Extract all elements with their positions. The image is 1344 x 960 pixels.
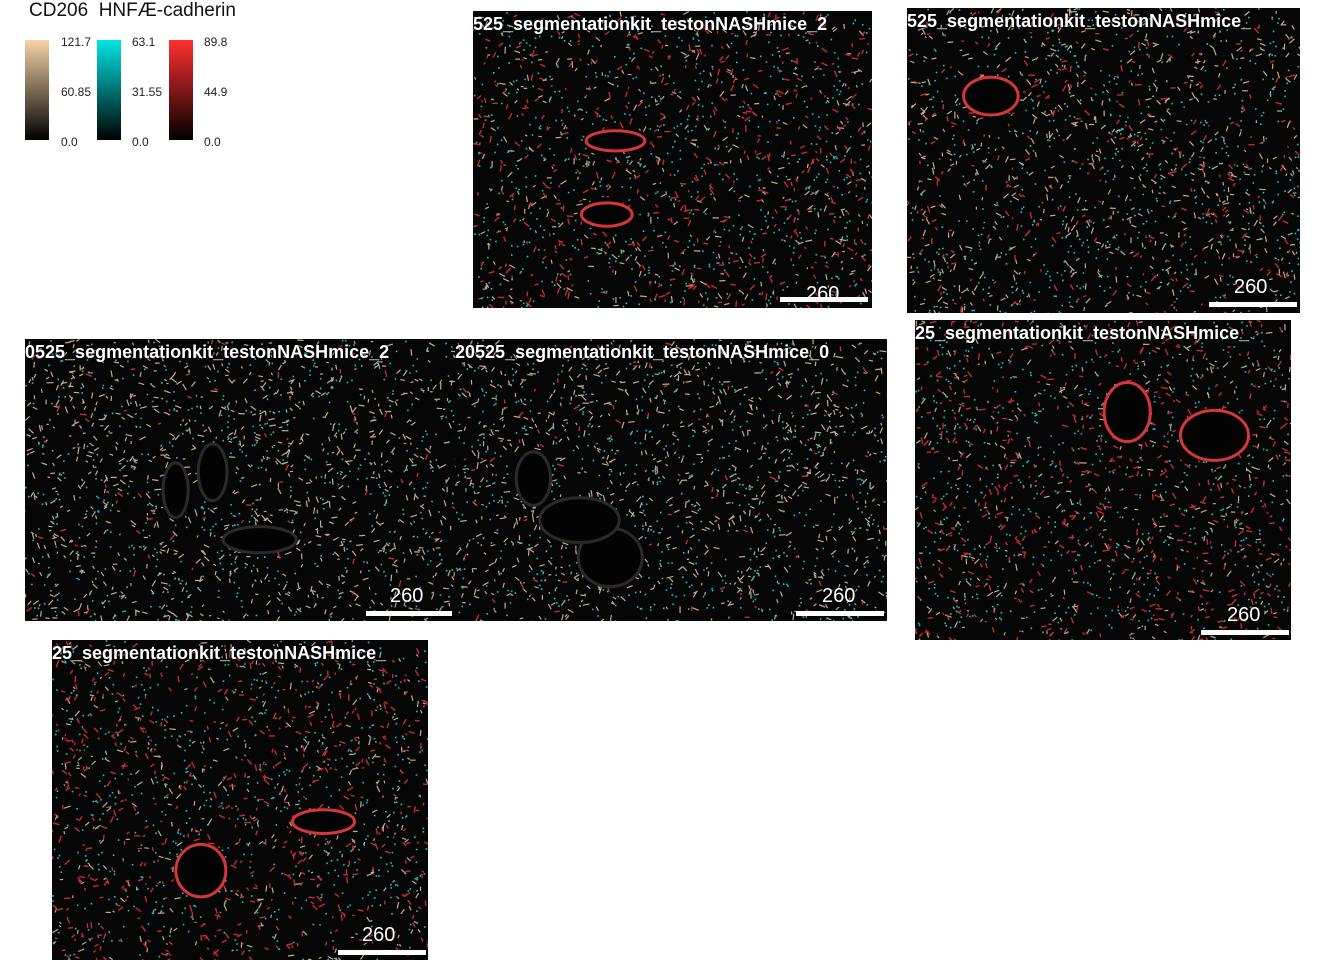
colorbar-ecadherin-min: 0.0 [204,135,221,149]
colorbar-cd206-max: 121.7 [61,35,92,49]
tissue-image [907,8,1300,313]
image-panel-2: 525_segmentationkit_testonNASHmice_ 260 [907,8,1300,313]
scale-bar [780,297,868,302]
image-panel-3: 0525_segmentationkit_testonNASHmice_2 26… [25,339,455,621]
colorbar-ecadherin-mid: 44.9 [204,85,228,99]
tissue-image [473,11,872,308]
colorbar-ecadherin [169,40,193,140]
scale-label: 260 [1234,276,1268,298]
scale-label: 260 [362,924,396,946]
image-panel-5: 25_segmentationkit_testonNASHmice_ 260 [915,320,1291,640]
panel-title: 25_segmentationkit_testonNASHmice_ [915,323,1250,343]
scale-bar [1201,630,1289,635]
scale-label: 260 [1227,604,1261,626]
colorbar-hnf-mid: 31.55 [132,85,163,99]
panel-title: 525_segmentationkit_testonNASHmice_ [907,11,1252,31]
image-panel-1: 525_segmentationkit_testonNASHmice_2 260 [473,11,872,308]
colorbar-cd206 [25,40,49,140]
scale-bar [338,950,426,955]
scale-bar [796,611,884,616]
colorbar-ecadherin-max: 89.8 [204,35,228,49]
scale-label: 260 [822,585,856,607]
tissue-image [915,320,1291,640]
image-panel-6: 25_segmentationkit_testonNASHmice_ 260 [52,640,428,960]
colorbar-cd206-mid: 60.85 [61,85,92,99]
tissue-image [52,640,428,960]
scale-bar [366,611,452,616]
colorbar-cd206-min: 0.0 [61,135,78,149]
panel-title: 525_segmentationkit_testonNASHmice_2 [473,14,828,34]
panel-title: 0525_segmentationkit_testonNASHmice_2 [25,342,390,362]
scale-label: 260 [390,585,424,607]
panel-title: 25_segmentationkit_testonNASHmice_ [52,643,387,663]
image-panel-4: 20525_segmentationkit_testonNASHmice_0 2… [455,339,887,621]
legend-header: CD206 HNFÆ-cadherin [29,0,236,21]
colorbar-hnf-min: 0.0 [132,135,149,149]
tissue-image [25,339,455,621]
colorbar-hnf-max: 63.1 [132,35,156,49]
panel-title: 20525_segmentationkit_testonNASHmice_0 [455,342,830,362]
tissue-image [455,339,887,621]
colorbar-hnf [97,40,121,140]
scale-bar [1209,302,1297,307]
